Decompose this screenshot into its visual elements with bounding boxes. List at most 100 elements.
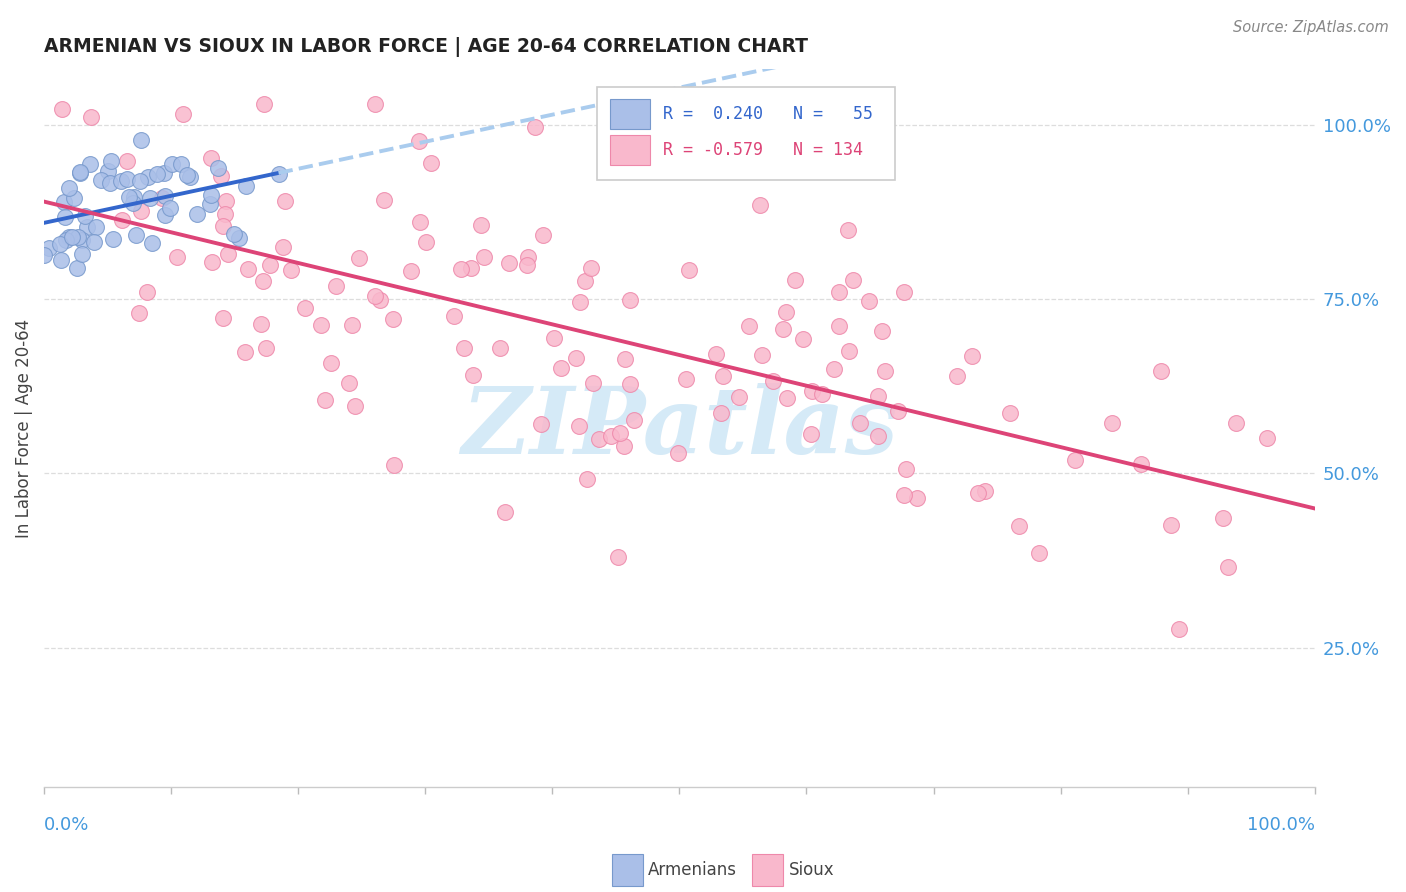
Point [101,232,124,246]
Point [69,165,91,179]
Point [565,351,588,366]
Point [364,96,387,111]
Text: 0.0%: 0.0% [44,815,90,834]
Point [382,458,405,472]
Point [450,261,472,276]
Point [529,417,551,432]
Point [401,264,423,278]
Point [588,432,610,446]
Point [72,233,94,247]
Point [609,425,631,440]
Point [946,368,969,383]
Point [309,318,332,332]
Point [63,191,86,205]
Point [250,317,273,331]
Point [838,344,860,359]
Point [373,193,395,207]
Point [523,120,546,135]
Point [129,204,152,219]
Point [905,491,928,505]
Point [574,274,596,288]
Point [118,190,141,204]
Point [254,341,277,355]
Point [966,486,988,500]
Point [131,133,153,147]
Point [828,319,851,334]
Point [212,310,235,325]
Point [238,261,260,276]
Point [894,462,917,476]
Point [259,258,281,272]
Point [443,309,465,323]
Point [582,376,605,390]
Point [581,260,603,275]
Point [619,377,641,392]
Point [128,306,150,320]
Text: ZIPatlas: ZIPatlas [461,383,898,473]
Bar [610,99,650,129]
Point [253,96,276,111]
Point [704,347,727,361]
Point [122,190,145,204]
Point [90,173,112,187]
Point [198,197,221,211]
Point [66,260,89,275]
Point [785,273,807,287]
Point [1168,622,1191,636]
Point [52,194,75,209]
Point [792,332,814,346]
Point [749,198,772,212]
Point [97,164,120,178]
Point [488,341,510,355]
Point [110,174,132,188]
Point [738,319,761,334]
Text: 100.0%: 100.0% [1247,815,1315,834]
Point [347,251,370,265]
Point [325,278,347,293]
Text: Armenians: Armenians [648,861,737,879]
Point [531,228,554,243]
Point [72,246,94,260]
Point [619,293,641,307]
Point [115,153,138,168]
Point [893,285,915,300]
Point [69,166,91,180]
Point [837,223,859,237]
Point [186,207,208,221]
Point [200,187,222,202]
Point [153,166,176,180]
Point [217,247,239,261]
Point [166,251,188,265]
Point [176,169,198,183]
Point [58,181,80,195]
Point [222,227,245,242]
Text: R =  0.240   N =   55: R = 0.240 N = 55 [662,105,873,123]
Point [159,201,181,215]
Point [152,191,174,205]
Point [470,219,492,233]
Point [58,229,80,244]
Point [868,429,890,443]
Point [136,169,159,184]
Point [294,301,316,315]
Point [516,250,538,264]
Point [828,285,851,300]
Point [569,294,592,309]
Point [408,134,430,148]
Point [420,155,443,169]
Point [368,293,391,307]
Point [179,170,201,185]
Point [460,261,482,276]
Point [887,403,910,417]
Y-axis label: In Labor Force | Age 20-64: In Labor Force | Age 20-64 [15,318,32,538]
Point [200,151,222,165]
Point [801,384,824,399]
Point [960,349,983,363]
Point [666,446,689,460]
Point [614,352,637,367]
Point [51,103,73,117]
Point [67,230,90,244]
Point [267,167,290,181]
Point [160,157,183,171]
Point [1160,518,1182,533]
